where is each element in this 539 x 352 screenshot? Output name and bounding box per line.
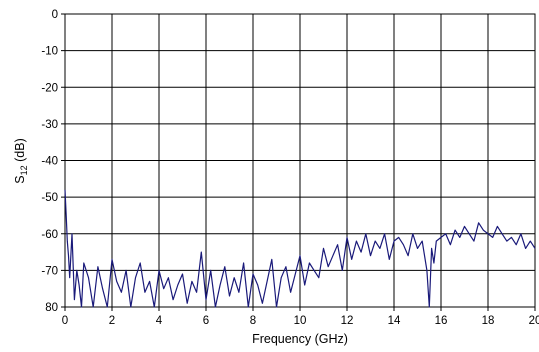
x-axis-ticks: 0 2 4 6 8 10 12 14 16 18 20	[62, 307, 539, 327]
y-tick-label: -60	[41, 229, 58, 241]
y-tick-label: -50	[41, 192, 58, 204]
x-tick-label: 14	[388, 315, 401, 327]
x-tick-label: 8	[250, 315, 256, 327]
s12-series-line	[64, 189, 536, 308]
y-axis-ticks: 0 -10 -20 -30 -40 -50 -60 -70 80	[41, 9, 65, 314]
y-axis-title-subscript: 12	[19, 165, 29, 175]
y-tick-label: -10	[41, 46, 58, 58]
x-tick-label: 2	[109, 315, 115, 327]
x-tick-label: 16	[435, 315, 448, 327]
x-tick-label: 10	[294, 315, 307, 327]
y-tick-label: 80	[45, 302, 58, 314]
x-tick-label: 4	[156, 315, 163, 327]
x-tick-label: 0	[62, 315, 68, 327]
y-tick-label: -70	[41, 265, 58, 277]
y-axis-title-unit: (dB)	[13, 138, 27, 165]
x-tick-label: 12	[341, 315, 354, 327]
grid-lines	[64, 13, 536, 308]
x-tick-label: 20	[529, 315, 539, 327]
y-tick-label: -40	[41, 156, 58, 168]
y-axis-title-main: S	[13, 175, 27, 183]
series-layer	[64, 189, 536, 308]
y-axis-title: S12 (dB)	[13, 138, 29, 183]
x-tick-label: 6	[203, 315, 209, 327]
y-tick-label: 0	[52, 9, 58, 21]
x-axis-title: Frequency (GHz)	[252, 332, 348, 346]
y-tick-label: -20	[41, 82, 58, 94]
y-tick-label: -30	[41, 119, 58, 131]
x-tick-label: 18	[482, 315, 495, 327]
